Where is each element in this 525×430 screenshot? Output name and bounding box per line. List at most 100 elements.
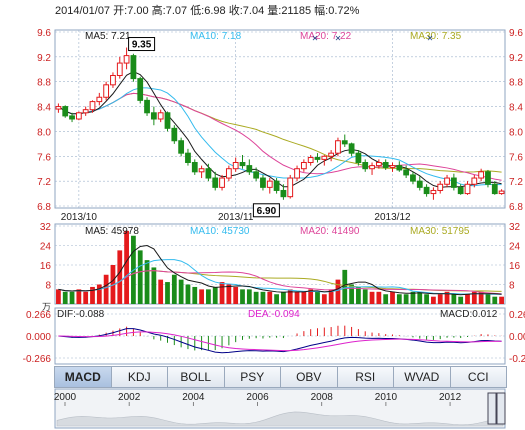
candle bbox=[300, 159, 307, 172]
ma30-legend: MA30: 7.35 bbox=[410, 31, 462, 42]
volume-bar bbox=[478, 291, 484, 304]
dif-legend-label: DIF: bbox=[57, 309, 76, 320]
candle bbox=[239, 155, 246, 169]
candle-body bbox=[410, 174, 416, 182]
ma10-legend: MA10: 7.18 bbox=[190, 31, 242, 42]
candle bbox=[144, 97, 150, 116]
candle bbox=[260, 174, 266, 191]
price-xtick: 2013/11 bbox=[218, 212, 254, 223]
tab-wvad[interactable]: WVAD bbox=[393, 366, 451, 388]
volume-bar bbox=[396, 294, 402, 304]
candle-body bbox=[348, 143, 355, 154]
tab-macd[interactable]: MACD bbox=[54, 366, 112, 388]
open-value: 7.00 bbox=[127, 5, 151, 17]
volume-ytick-left: 16 bbox=[40, 261, 52, 272]
candle bbox=[185, 148, 191, 166]
tab-kdj[interactable]: KDJ bbox=[110, 366, 168, 388]
candle bbox=[62, 105, 69, 118]
volume-bar bbox=[274, 294, 279, 304]
volume-bar bbox=[171, 274, 177, 304]
volume-bar bbox=[253, 291, 259, 304]
candle-body bbox=[225, 168, 232, 179]
high-price-label: 9.35 bbox=[132, 40, 152, 51]
candle-body bbox=[171, 127, 178, 142]
candle bbox=[341, 134, 348, 147]
tab-rsi[interactable]: RSI bbox=[336, 366, 394, 388]
vol-ma5-legend: MA5: 45978 bbox=[85, 226, 139, 237]
candle bbox=[328, 150, 335, 162]
candle bbox=[157, 109, 164, 123]
vol-ma5-legend-value: 45978 bbox=[111, 226, 139, 237]
ma10-line bbox=[58, 87, 502, 187]
volume-bar bbox=[76, 289, 82, 304]
volume-ytick-left: 24 bbox=[40, 242, 52, 253]
macd-legend: MACD:0.012 bbox=[440, 309, 498, 320]
candle bbox=[430, 187, 437, 200]
vol-ma30-legend-value: 51795 bbox=[442, 226, 470, 237]
candle-body bbox=[157, 112, 164, 120]
candle-body bbox=[450, 177, 457, 188]
candle-body bbox=[212, 177, 219, 188]
candle-body bbox=[498, 190, 505, 195]
volume-bar bbox=[315, 291, 320, 304]
vol-ma10-legend: MA10: 45730 bbox=[190, 226, 250, 237]
volume-bar bbox=[471, 291, 477, 304]
volume-bar bbox=[206, 289, 211, 304]
x-marker: ✕ bbox=[335, 34, 342, 43]
candle bbox=[55, 103, 62, 113]
range-handle-right[interactable] bbox=[496, 392, 506, 425]
tab-cci[interactable]: CCI bbox=[449, 366, 507, 388]
volume-bar bbox=[383, 294, 389, 304]
candle bbox=[457, 184, 464, 195]
overview-year-label: 2008 bbox=[311, 392, 334, 403]
candle bbox=[232, 157, 239, 172]
tab-boll[interactable]: BOLL bbox=[167, 366, 225, 388]
candle-body bbox=[232, 162, 239, 170]
candle bbox=[171, 125, 178, 144]
volume-bar bbox=[212, 286, 218, 304]
candle-body bbox=[280, 189, 287, 198]
volume-bar bbox=[192, 286, 198, 304]
candle-body bbox=[485, 171, 491, 185]
candle bbox=[478, 168, 485, 182]
ma10-legend-value: 7.18 bbox=[222, 31, 242, 42]
change-label: 幅: bbox=[314, 4, 328, 17]
macd-ytick-left: 0.266 bbox=[26, 310, 51, 321]
volume-bar bbox=[233, 286, 239, 304]
volume-bar bbox=[342, 269, 348, 304]
volume-bar bbox=[260, 291, 266, 304]
candle bbox=[335, 137, 341, 157]
vol-ma20-line bbox=[58, 270, 502, 295]
overview-year-label: 2012 bbox=[439, 392, 462, 403]
candle bbox=[423, 184, 430, 197]
volume-bar bbox=[90, 286, 95, 304]
tab-obv[interactable]: OBV bbox=[280, 366, 338, 388]
volume-bar bbox=[499, 296, 504, 304]
volume-bar bbox=[431, 296, 436, 304]
high-price-box bbox=[128, 37, 156, 52]
candle-body bbox=[62, 106, 69, 117]
range-handle-left[interactable] bbox=[487, 392, 497, 425]
volume-bar bbox=[62, 291, 68, 304]
candle bbox=[348, 142, 355, 157]
vol-ma30-legend: MA30: 51795 bbox=[410, 226, 470, 237]
candle-body bbox=[96, 96, 103, 103]
candle-body bbox=[341, 140, 348, 145]
volume-bar bbox=[124, 230, 129, 304]
volume-bar bbox=[328, 289, 334, 304]
price-ytick-right: 8.8 bbox=[509, 78, 523, 89]
candle bbox=[110, 72, 116, 88]
candle-body bbox=[253, 171, 260, 179]
volume-bar bbox=[369, 291, 375, 304]
candle bbox=[280, 184, 287, 200]
volume-bar bbox=[451, 294, 457, 304]
candle bbox=[355, 150, 362, 166]
low-price-box bbox=[252, 203, 280, 218]
candle-body bbox=[82, 109, 89, 114]
dea-legend: DEA:-0.094 bbox=[248, 309, 300, 320]
volume-ytick-right: 8 bbox=[509, 281, 515, 292]
indicator-tabs: MACD KDJ BOLL PSY OBV RSI WVAD CCI bbox=[54, 366, 507, 388]
tab-psy[interactable]: PSY bbox=[223, 366, 281, 388]
high-value: 7.07 bbox=[166, 5, 190, 17]
candle bbox=[123, 47, 130, 70]
